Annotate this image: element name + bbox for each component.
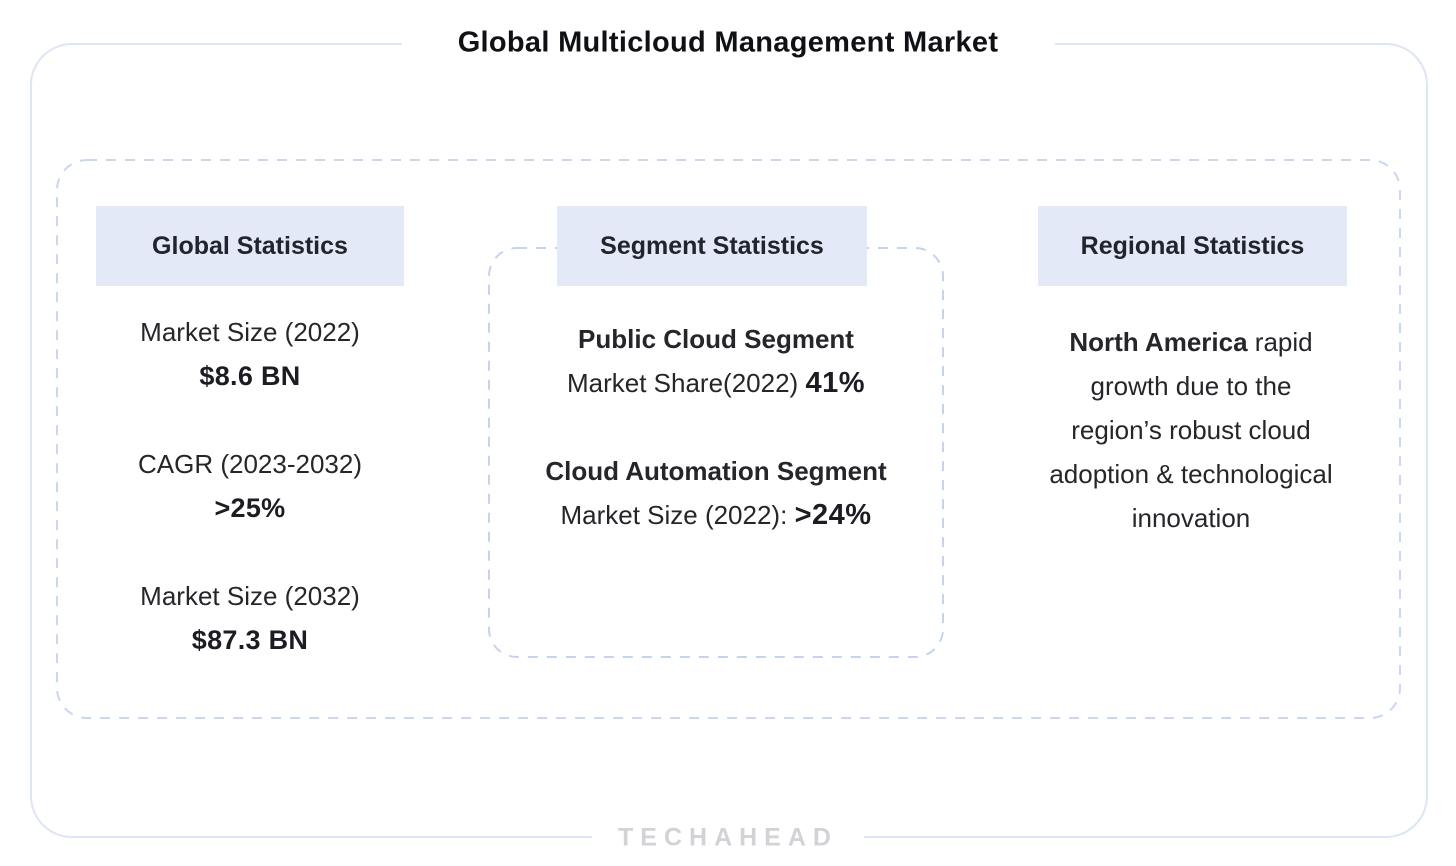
regional-text-line: North America rapid bbox=[1016, 320, 1366, 364]
stat-label: Market Size (2022) bbox=[140, 317, 360, 347]
segment-name: Public Cloud Segment bbox=[578, 324, 854, 354]
spacer bbox=[96, 398, 404, 442]
stat-value: >25% bbox=[214, 493, 286, 523]
header-label-global: Global Statistics bbox=[152, 231, 348, 260]
regional-text-line: region’s robust cloud bbox=[1071, 415, 1311, 445]
stats-dashed-container bbox=[56, 159, 1401, 719]
techahead-logo: TECHAHEAD bbox=[592, 819, 864, 857]
regional-statistics-column: North America rapid growth due to the re… bbox=[1016, 320, 1366, 540]
regional-text-line: innovation bbox=[1131, 503, 1251, 533]
segment-stat-line: Market Size (2022): >24% bbox=[489, 493, 943, 537]
header-chip-regional-statistics: Regional Statistics bbox=[1038, 206, 1347, 286]
stat-label: CAGR (2023-2032) bbox=[138, 449, 362, 479]
stat-value: >24% bbox=[794, 499, 872, 531]
stat-value: $8.6 BN bbox=[199, 361, 301, 391]
segment-stat-line: Market Share(2022) 41% bbox=[489, 361, 943, 405]
header-label-segment: Segment Statistics bbox=[600, 231, 824, 260]
segment-statistics-column: Public Cloud Segment Market Share(2022) … bbox=[489, 317, 943, 537]
regional-text: rapid bbox=[1254, 327, 1313, 357]
stat-value: $87.3 BN bbox=[191, 625, 309, 655]
spacer bbox=[489, 405, 943, 449]
global-statistics-column: Market Size (2022) $8.6 BN CAGR (2023-20… bbox=[96, 310, 404, 662]
spacer bbox=[96, 530, 404, 574]
regional-text-line: growth due to the bbox=[1090, 371, 1292, 401]
header-chip-global-statistics: Global Statistics bbox=[96, 206, 404, 286]
page-title: Global Multicloud Management Market bbox=[401, 24, 1055, 62]
segment-name: Cloud Automation Segment bbox=[545, 456, 887, 486]
header-label-regional: Regional Statistics bbox=[1080, 231, 1305, 260]
regional-highlight: North America bbox=[1069, 327, 1248, 357]
regional-text-line: adoption & technological bbox=[1049, 459, 1333, 489]
stats-dashed-border bbox=[56, 159, 1401, 719]
stat-label: Market Size (2022): bbox=[560, 500, 788, 530]
stat-label: Market Size (2032) bbox=[140, 581, 360, 611]
stat-label: Market Share(2022) bbox=[566, 368, 799, 398]
stat-value: 41% bbox=[805, 367, 865, 399]
header-chip-segment-statistics: Segment Statistics bbox=[557, 206, 867, 286]
